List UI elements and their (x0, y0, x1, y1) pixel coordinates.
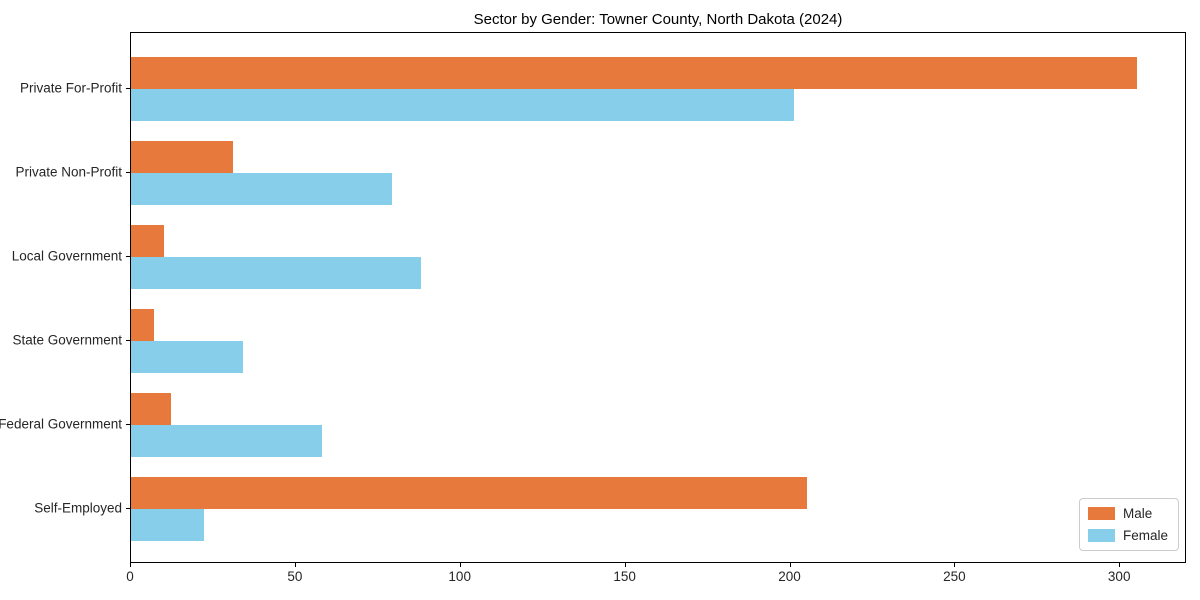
bar-female-federal-government (131, 425, 323, 457)
x-axis-tick-label: 200 (778, 569, 801, 584)
x-axis-tick-label: 0 (126, 569, 134, 584)
y-axis-tick (126, 172, 130, 173)
y-axis-label-self-employed: Self-Employed (34, 500, 122, 516)
bar-male-self-employed (131, 477, 807, 509)
x-axis-tick (789, 563, 791, 567)
bar-female-local-government (131, 257, 422, 289)
x-axis-tick (130, 563, 131, 567)
x-axis-tick-label: 300 (1107, 569, 1131, 584)
plot-area: Male Female (130, 32, 1186, 563)
y-axis-tick (126, 424, 130, 425)
y-axis-tick (126, 88, 130, 89)
y-axis-label-state-government: State Government (12, 332, 122, 348)
bar-male-private-for-profit (131, 57, 1137, 89)
y-axis-label-private-non-profit: Private Non-Profit (15, 164, 122, 180)
x-axis-tick (459, 563, 461, 567)
legend-label-male: Male (1122, 506, 1153, 521)
x-axis-tick (624, 563, 626, 567)
x-axis-tick (294, 563, 296, 567)
y-axis-tick (126, 340, 130, 341)
x-axis-tick-label: 250 (943, 569, 966, 584)
legend-swatch-female (1087, 529, 1115, 542)
legend-entry-male: Male (1087, 506, 1168, 521)
bar-female-private-non-profit (131, 173, 392, 205)
legend-swatch-male (1087, 507, 1115, 520)
legend-entry-female: Female (1087, 528, 1168, 543)
chart-title: Sector by Gender: Towner County, North D… (473, 11, 843, 28)
y-axis-tick (126, 508, 130, 509)
bar-male-local-government (131, 225, 164, 257)
legend-label-female: Female (1122, 528, 1168, 543)
bar-male-federal-government (131, 393, 171, 425)
x-axis-tick-label: 50 (287, 569, 303, 584)
x-axis-tick (1119, 563, 1121, 567)
legend: Male Female (1078, 498, 1179, 551)
y-axis-label-federal-government: Federal Government (0, 416, 122, 432)
y-axis-labels: Private For-Profit Private Non-Profit Loca… (0, 32, 122, 563)
x-axis-tick-label: 100 (448, 569, 471, 584)
bar-male-state-government (131, 309, 155, 341)
bar-male-private-non-profit (131, 141, 234, 173)
x-axis-tick-label: 150 (613, 569, 636, 584)
y-axis-label-local-government: Local Government (11, 248, 122, 264)
bar-female-self-employed (131, 509, 204, 541)
bar-female-private-for-profit (131, 89, 794, 121)
bar-female-state-government (131, 341, 244, 373)
y-axis-label-private-for-profit: Private For-Profit (19, 80, 122, 96)
y-axis-tick (126, 256, 130, 257)
x-axis-tick (954, 563, 956, 567)
